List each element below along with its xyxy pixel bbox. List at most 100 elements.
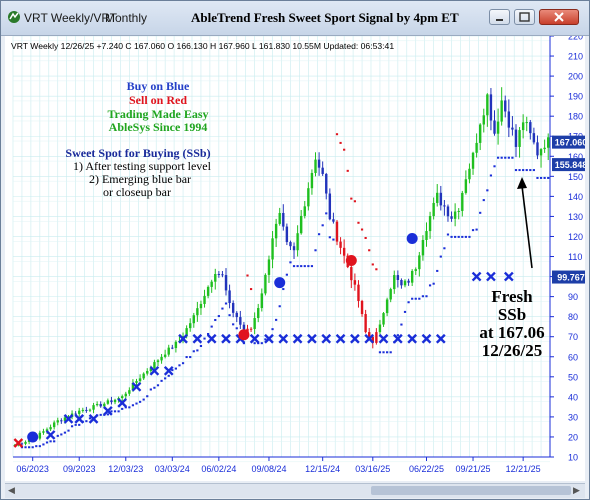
stop-dot-blue: [275, 318, 278, 321]
red-signal-circle: [345, 255, 357, 267]
candle-body: [253, 318, 256, 329]
x-stroke: [292, 333, 303, 344]
stop-dot-blue: [386, 351, 389, 354]
candle-body: [120, 396, 124, 398]
candle-body: [410, 270, 414, 283]
stop-dot-blue: [78, 423, 81, 426]
x-stroke: [307, 333, 317, 344]
x-stroke: [350, 333, 360, 344]
candle-body: [192, 315, 195, 324]
scroll-right-icon[interactable]: ▶: [573, 486, 580, 496]
stop-dot-red: [343, 148, 346, 151]
stop-dot-blue: [529, 169, 532, 172]
y-tick-label: 50: [568, 372, 578, 382]
stop-dot-blue: [310, 265, 314, 268]
price-tag: 155.848: [552, 158, 585, 172]
legend-easy: Trading Made Easy: [107, 107, 208, 121]
y-axis: 1020304050607080901001101201301401501601…: [549, 36, 583, 463]
stop-dot-blue: [67, 429, 70, 432]
stop-dot-blue: [192, 350, 195, 353]
candle-body: [500, 100, 503, 122]
stop-dot-blue: [24, 446, 27, 449]
candle-body: [518, 130, 521, 147]
annotation-line3: at 167.06: [479, 323, 544, 342]
stop-dot-blue: [28, 446, 31, 449]
candle-body: [92, 405, 95, 410]
stop-dot-blue: [242, 342, 246, 345]
x-marks: [13, 271, 514, 448]
stop-dot-blue: [532, 169, 535, 172]
legend-buy: Buy on Blue: [127, 79, 190, 93]
price-tag-box: [552, 158, 585, 172]
candle-body: [174, 341, 178, 349]
x-stroke: [103, 406, 113, 416]
stop-dot-red: [346, 169, 349, 172]
price-chart[interactable]: 1020304050607080901001101201301401501601…: [5, 36, 585, 481]
stop-dot-blue: [317, 233, 321, 236]
stop-dot-blue: [457, 235, 460, 238]
x-stroke: [249, 333, 260, 344]
tab-weekly[interactable]: VRT Weekly/VRT: [24, 11, 118, 25]
stop-dot-blue: [35, 445, 38, 448]
candle-body: [296, 233, 299, 251]
candle-body: [24, 441, 27, 444]
x-stroke: [421, 333, 432, 344]
stop-dot-blue: [278, 305, 281, 308]
y-tick-label: 20: [568, 432, 578, 442]
stop-dot-blue: [167, 374, 170, 377]
candle-body: [206, 286, 210, 296]
chart-background: [5, 36, 585, 481]
candle-body: [303, 206, 306, 216]
stop-dot-blue: [414, 297, 417, 300]
support-x-mark: [149, 365, 160, 376]
candle-body: [432, 202, 435, 217]
candle-body: [38, 432, 42, 439]
candle-body: [425, 231, 428, 240]
candle-body: [310, 172, 314, 189]
stop-dot-blue: [443, 247, 446, 250]
candles: [13, 87, 550, 447]
scroll-left-icon[interactable]: ◀: [8, 486, 15, 496]
stop-dot-blue: [70, 425, 74, 428]
stop-dot-blue: [407, 301, 410, 304]
stop-dot-blue: [156, 384, 160, 387]
x-stroke: [206, 333, 217, 344]
stop-dot-blue: [522, 169, 525, 172]
grid: [12, 36, 551, 463]
candle-body: [210, 281, 213, 287]
window-title: AbleTrend Fresh Sweet Sport Signal by 4p…: [191, 10, 459, 25]
support-x-mark: [471, 271, 482, 282]
minimize-button[interactable]: [489, 9, 510, 25]
y-tick-label: 110: [568, 252, 582, 262]
candle-body: [378, 324, 382, 333]
legend-since: AbleSys Since 1994: [109, 120, 208, 134]
stop-dot-blue: [411, 297, 414, 300]
stop-dot-blue: [138, 400, 142, 403]
candle-body: [171, 347, 174, 349]
x-stroke: [149, 365, 160, 376]
restore-button[interactable]: [514, 9, 535, 25]
candle-body: [282, 212, 285, 227]
candle-body: [368, 332, 371, 337]
candle-body: [160, 356, 163, 361]
horizontal-scrollbar[interactable]: ◀ ▶: [5, 483, 585, 498]
candle-body: [436, 192, 439, 203]
x-stroke: [378, 333, 389, 344]
tab-monthly[interactable]: Monthly: [105, 11, 148, 25]
stop-dot-blue: [396, 334, 399, 337]
stop-dot-blue: [257, 342, 260, 345]
stop-dot-blue: [500, 156, 503, 159]
stop-dot-blue: [153, 386, 156, 389]
candle-body: [299, 215, 303, 234]
close-button[interactable]: [539, 9, 579, 25]
stop-dot-blue: [547, 176, 550, 179]
scrollbar-thumb[interactable]: [371, 486, 571, 495]
x-stroke: [192, 333, 203, 344]
candle-body: [85, 409, 88, 411]
stop-dot-blue: [436, 269, 439, 272]
support-x-mark: [378, 333, 389, 344]
y-tick-label: 90: [568, 292, 578, 302]
candle-body: [504, 100, 507, 112]
stop-dot-blue: [514, 169, 518, 172]
candle-body: [493, 120, 496, 134]
